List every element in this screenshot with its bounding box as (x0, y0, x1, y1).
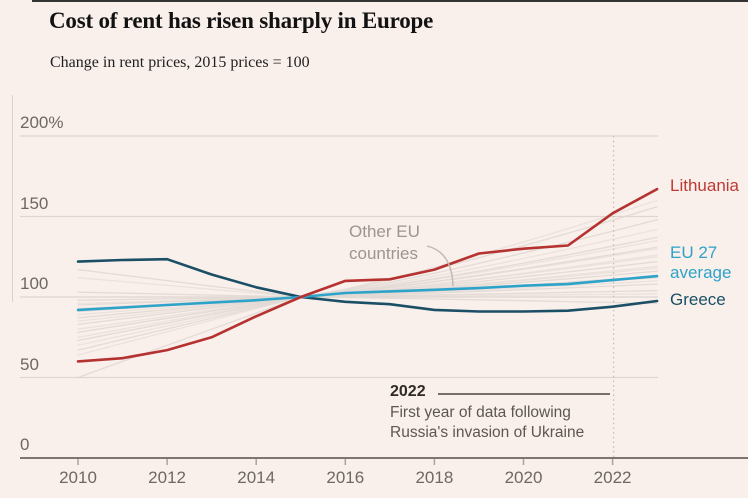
chart-subtitle: Change in rent prices, 2015 prices = 100 (50, 54, 310, 71)
other-eu-country-line (77, 293, 658, 298)
other-eu-country-line (77, 296, 658, 379)
legend-label-greece: Greece (670, 290, 726, 309)
x-axis-label-2012: 2012 (148, 468, 186, 487)
left-edge-rule (12, 95, 13, 302)
y-axis-label-200: 200% (20, 113, 64, 132)
x-axis-label-2022: 2022 (593, 468, 632, 487)
eu-27-average-line (76, 274, 659, 312)
other-eu-annotation-line1: Other EU (349, 222, 420, 241)
lithuania-line (76, 187, 659, 363)
y-axis-label-50: 50 (20, 354, 39, 374)
other-eu-country-line (77, 199, 658, 298)
x-axis-label-2016: 2016 (326, 468, 365, 487)
event-annotation-desc-line2: Russia's invasion of Ukraine (390, 424, 585, 441)
legend-label-lithuania: Lithuania (670, 176, 740, 195)
y-axis-label-150: 150 (20, 193, 49, 213)
x-axis-label-2014: 2014 (237, 468, 276, 487)
other-eu-country-line (77, 228, 658, 330)
x-axis-label-2018: 2018 (415, 468, 454, 487)
legend-label-eu27-line1: EU 27 (670, 243, 718, 262)
other-eu-connector-curve (426, 245, 454, 287)
y-axis-label-0: 0 (20, 435, 30, 454)
legend-label-eu27-line2: average (670, 263, 732, 282)
event-annotation-year: 2022 (390, 383, 426, 400)
other-eu-country-line (77, 246, 658, 301)
other-eu-country-line (77, 219, 658, 306)
other-eu-country-line (77, 206, 658, 298)
other-eu-annotation-line2: countries (349, 244, 418, 263)
x-axis-label-2010: 2010 (59, 468, 97, 487)
y-axis-label-100: 100 (20, 274, 49, 293)
greece-line (76, 257, 659, 313)
other-eu-country-line (77, 268, 658, 298)
chart-title: Cost of rent has risen sharply in Europe (49, 8, 434, 33)
x-axis-label-2020: 2020 (504, 468, 543, 487)
top-border-rule (32, 0, 748, 2)
event-annotation-desc-line1: First year of data following (390, 404, 571, 421)
